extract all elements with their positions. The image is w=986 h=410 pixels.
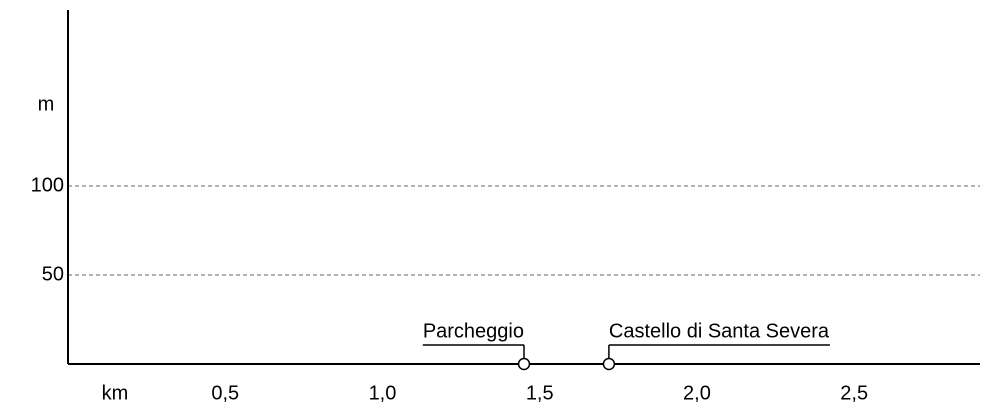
waypoint: [517, 357, 531, 371]
x-tick-label: 2,5: [840, 382, 868, 404]
x-tick-label: 0,5: [211, 382, 239, 404]
waypoint-label: Castello di Santa Severa: [609, 320, 830, 342]
waypoint: [602, 357, 616, 371]
x-tick-label: 1,5: [526, 382, 554, 404]
x-tick-label: 1,0: [369, 382, 397, 404]
y-axis-label: m: [38, 93, 55, 115]
x-axis-label: km: [102, 382, 129, 404]
waypoint-label: Parcheggio: [423, 320, 524, 342]
y-tick-label: 100: [31, 174, 64, 196]
y-tick-label: 50: [42, 263, 64, 285]
x-tick-label: 2,0: [683, 382, 711, 404]
